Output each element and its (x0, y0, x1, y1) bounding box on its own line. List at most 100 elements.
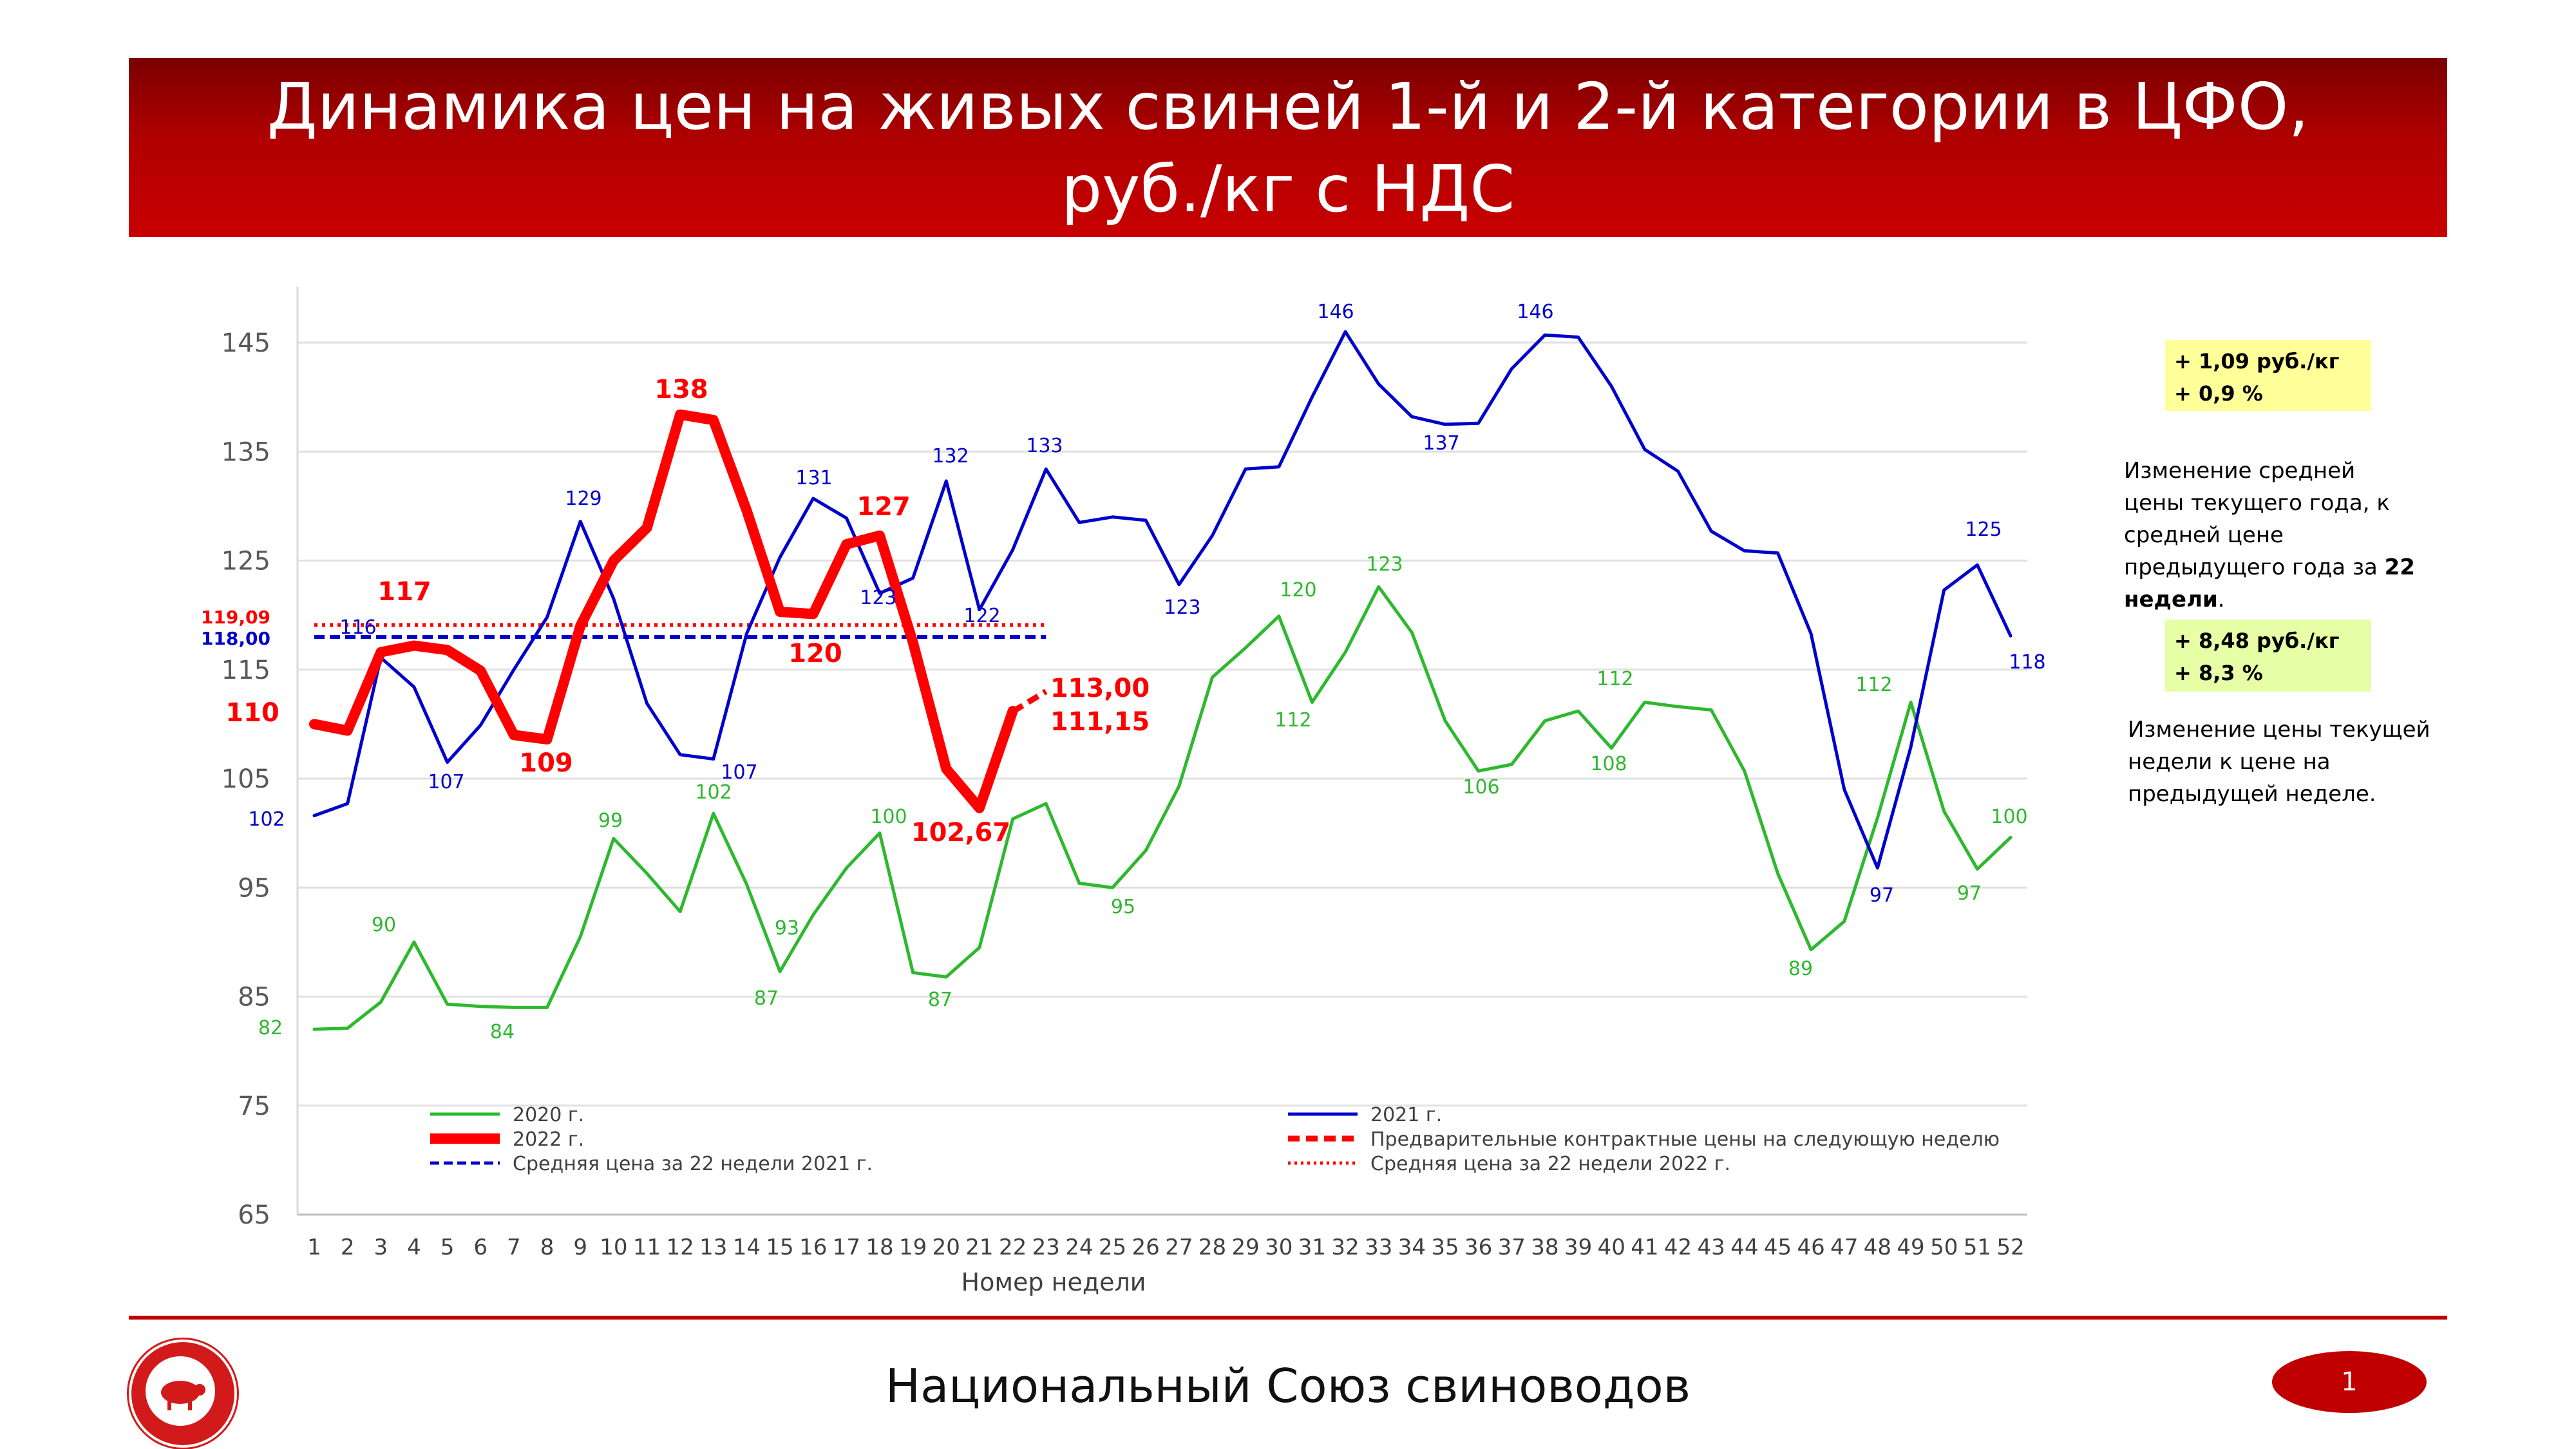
data-label: 95 (1111, 896, 1135, 918)
x-tick-label: 26 (1132, 1235, 1160, 1260)
avg-change-note-weeks: 22 недели (2124, 554, 2415, 612)
page-title-line2: руб./кг с НДС (1061, 151, 1515, 227)
avg-change-note: Изменение средней цены текущего года, к … (2124, 455, 2420, 616)
x-tick-label: 13 (699, 1235, 727, 1260)
week-change-rub: + 8,48 руб./кг (2174, 629, 2340, 653)
data-label: 97 (1957, 882, 1982, 905)
x-tick-label: 8 (540, 1235, 554, 1260)
y-tick-label: 105 (222, 764, 270, 794)
forecast-line-0 (1011, 688, 1048, 714)
avg-change-note-end: . (2217, 587, 2225, 612)
series-line-2 (309, 409, 1018, 813)
data-label: 111,15 (1050, 707, 1150, 737)
pig-icon (161, 1381, 205, 1410)
page-number-badge: 1 (2272, 1351, 2427, 1413)
x-tick-label: 36 (1464, 1235, 1492, 1260)
data-label: 113,00 (1050, 674, 1150, 703)
x-tick-label: 40 (1598, 1235, 1625, 1260)
footer-org-name: Национальный Союз свиноводов (885, 1359, 1691, 1413)
x-tick-label: 3 (374, 1235, 388, 1260)
y-tick-label: 135 (222, 437, 270, 467)
x-tick-label: 16 (799, 1235, 827, 1260)
x-tick-label: 47 (1830, 1235, 1858, 1260)
x-tick-label: 30 (1265, 1235, 1293, 1260)
x-tick-label: 27 (1165, 1235, 1193, 1260)
avg-change-note-text: Изменение средней цены текущего года, к … (2124, 458, 2390, 580)
avg-change-pct: + 0,9 % (2174, 381, 2263, 406)
x-tick-label: 41 (1631, 1235, 1658, 1260)
data-label: 133 (1026, 435, 1063, 457)
x-tick-label: 45 (1764, 1235, 1792, 1260)
data-label: 125 (1965, 518, 2002, 541)
x-tick-label: 46 (1797, 1235, 1824, 1260)
data-label: 119,09 (201, 607, 270, 628)
x-tick-label: 25 (1099, 1235, 1126, 1260)
data-label: 146 (1517, 301, 1553, 323)
x-tick-label: 33 (1365, 1235, 1392, 1260)
data-label: 123 (860, 587, 896, 609)
data-label: 102,67 (911, 818, 1010, 848)
x-tick-label: 19 (899, 1235, 927, 1260)
avg-change-rub: + 1,09 руб./кг (2174, 349, 2340, 374)
x-tick-label: 14 (733, 1235, 761, 1260)
avg-change-box: + 1,09 руб./кг + 0,9 % (2165, 340, 2371, 411)
data-label: 107 (721, 761, 757, 784)
data-label: 132 (932, 445, 969, 468)
x-tick-label: 21 (965, 1235, 993, 1260)
data-label: 84 (490, 1021, 515, 1043)
x-tick-label: 48 (1864, 1235, 1891, 1260)
x-tick-label: 7 (507, 1235, 521, 1260)
legend-entry-5: Средняя цена за 22 недели 2022 г. (1370, 1153, 1730, 1175)
data-label: 137 (1423, 432, 1459, 455)
x-tick-label: 43 (1698, 1235, 1725, 1260)
x-tick-label: 22 (999, 1235, 1027, 1260)
legend-entry-1: 2021 г. (1370, 1104, 1442, 1126)
week-change-box: + 8,48 руб./кг + 8,3 % (2165, 620, 2371, 692)
x-tick-label: 34 (1398, 1235, 1426, 1260)
x-tick-label: 23 (1032, 1235, 1060, 1260)
data-label: 138 (654, 375, 708, 404)
legend-entry-0: 2020 г. (513, 1104, 584, 1126)
y-tick-label: 125 (222, 547, 270, 576)
x-tick-label: 52 (1996, 1235, 2024, 1260)
x-tick-label: 2 (341, 1235, 355, 1260)
legend-entry-2: 2022 г. (513, 1128, 584, 1151)
x-tick-label: 17 (833, 1235, 860, 1260)
x-tick-label: 10 (600, 1235, 627, 1260)
data-label: 146 (1317, 301, 1354, 323)
data-label: 118 (2009, 651, 2045, 674)
week-change-note: Изменение цены текущей недели к цене на … (2128, 717, 2430, 807)
x-tick-label: 18 (866, 1235, 893, 1260)
data-label: 102 (248, 808, 285, 831)
y-tick-label: 85 (238, 983, 270, 1012)
x-tick-label: 15 (766, 1235, 793, 1260)
x-tick-label: 35 (1431, 1235, 1459, 1260)
data-label: 120 (788, 639, 842, 668)
x-tick-label: 11 (633, 1235, 661, 1260)
data-label: 89 (1788, 958, 1813, 980)
data-label: 99 (598, 810, 623, 832)
x-tick-label: 24 (1065, 1235, 1093, 1260)
x-tick-label: 39 (1564, 1235, 1592, 1260)
y-tick-label: 95 (238, 873, 270, 903)
data-label: 112 (1855, 674, 1892, 696)
data-label: 93 (775, 917, 799, 940)
data-label: 118,00 (201, 628, 270, 649)
legend-entry-4: Средняя цена за 22 недели 2021 г. (513, 1153, 873, 1175)
data-label: 127 (857, 492, 911, 522)
data-label: 129 (565, 488, 601, 510)
page-title-line1: Динамика цен на живых свиней 1-й и 2-й к… (267, 69, 2309, 144)
x-tick-label: 6 (473, 1235, 488, 1260)
data-label: 102 (695, 781, 732, 804)
y-tick-label: 65 (238, 1200, 270, 1230)
data-label: 97 (1870, 884, 1894, 907)
legend-entry-3: Предварительные контрактные цены на след… (1370, 1128, 2000, 1151)
data-label: 110 (225, 698, 279, 728)
x-tick-label: 44 (1730, 1235, 1758, 1260)
x-tick-label: 49 (1897, 1235, 1924, 1260)
data-label: 116 (339, 616, 376, 639)
y-tick-label: 115 (222, 656, 270, 685)
x-tick-label: 50 (1930, 1235, 1958, 1260)
data-label: 108 (1590, 753, 1627, 775)
union-logo (129, 1340, 237, 1448)
